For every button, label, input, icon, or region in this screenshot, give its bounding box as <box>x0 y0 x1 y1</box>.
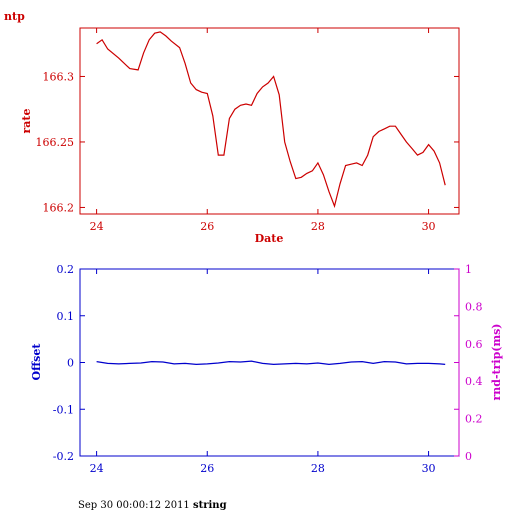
y-tick-label: -0.1 <box>53 403 74 416</box>
y-tick-label: 166.3 <box>43 70 75 83</box>
rate-plot-frame <box>79 27 460 215</box>
y-tick-label: 0.1 <box>57 310 75 323</box>
date-axis-label: Date <box>255 232 284 245</box>
offset-plot-frame <box>79 268 460 457</box>
x-tick-label: 26 <box>200 220 214 233</box>
rate-axis-label: rate <box>20 108 33 133</box>
x-tick-label: 26 <box>200 462 214 475</box>
y2-tick-label: 0.2 <box>465 413 483 426</box>
footer: Sep 30 00:00:12 2011 string <box>78 500 227 511</box>
y2-tick-label: 0.8 <box>465 300 483 313</box>
chart-title: ntp <box>4 10 25 23</box>
y2-tick-label: 1 <box>465 263 472 276</box>
x-tick-label: 24 <box>90 462 104 475</box>
footer-timestamp: Sep 30 00:00:12 2011 <box>78 500 190 511</box>
series-line <box>96 31 446 209</box>
y-tick-label: 0.2 <box>57 263 75 276</box>
x-tick-label: 28 <box>311 462 325 475</box>
rate-chart: ntp 166.2 166.25 166.3 24 26 28 30 rate Date <box>4 10 460 245</box>
x-tick-label: 28 <box>311 220 325 233</box>
rnd-trip-axis-label: rnd-trip(ms) <box>490 323 503 400</box>
y2-tick-label: 0.6 <box>465 338 483 351</box>
y-tick-label: 166.2 <box>43 201 75 214</box>
y2-tick-label: 0.4 <box>465 375 483 388</box>
y-tick-label: 0 <box>67 357 74 370</box>
offset-chart: -0.2-0.100.10.2 00.20.40.60.81 24 26 28 30 … <box>30 263 503 475</box>
x-tick-label: 30 <box>422 462 436 475</box>
x-tick-label: 30 <box>422 220 436 233</box>
offset-axis-label: Offset <box>30 343 43 381</box>
y-tick-label: 166.25 <box>36 136 75 149</box>
x-tick-label: 24 <box>90 220 104 233</box>
y-tick-label: -0.2 <box>53 450 74 463</box>
y2-tick-label: 0 <box>465 450 472 463</box>
footer-host: string <box>192 500 227 511</box>
series-line <box>96 360 446 366</box>
